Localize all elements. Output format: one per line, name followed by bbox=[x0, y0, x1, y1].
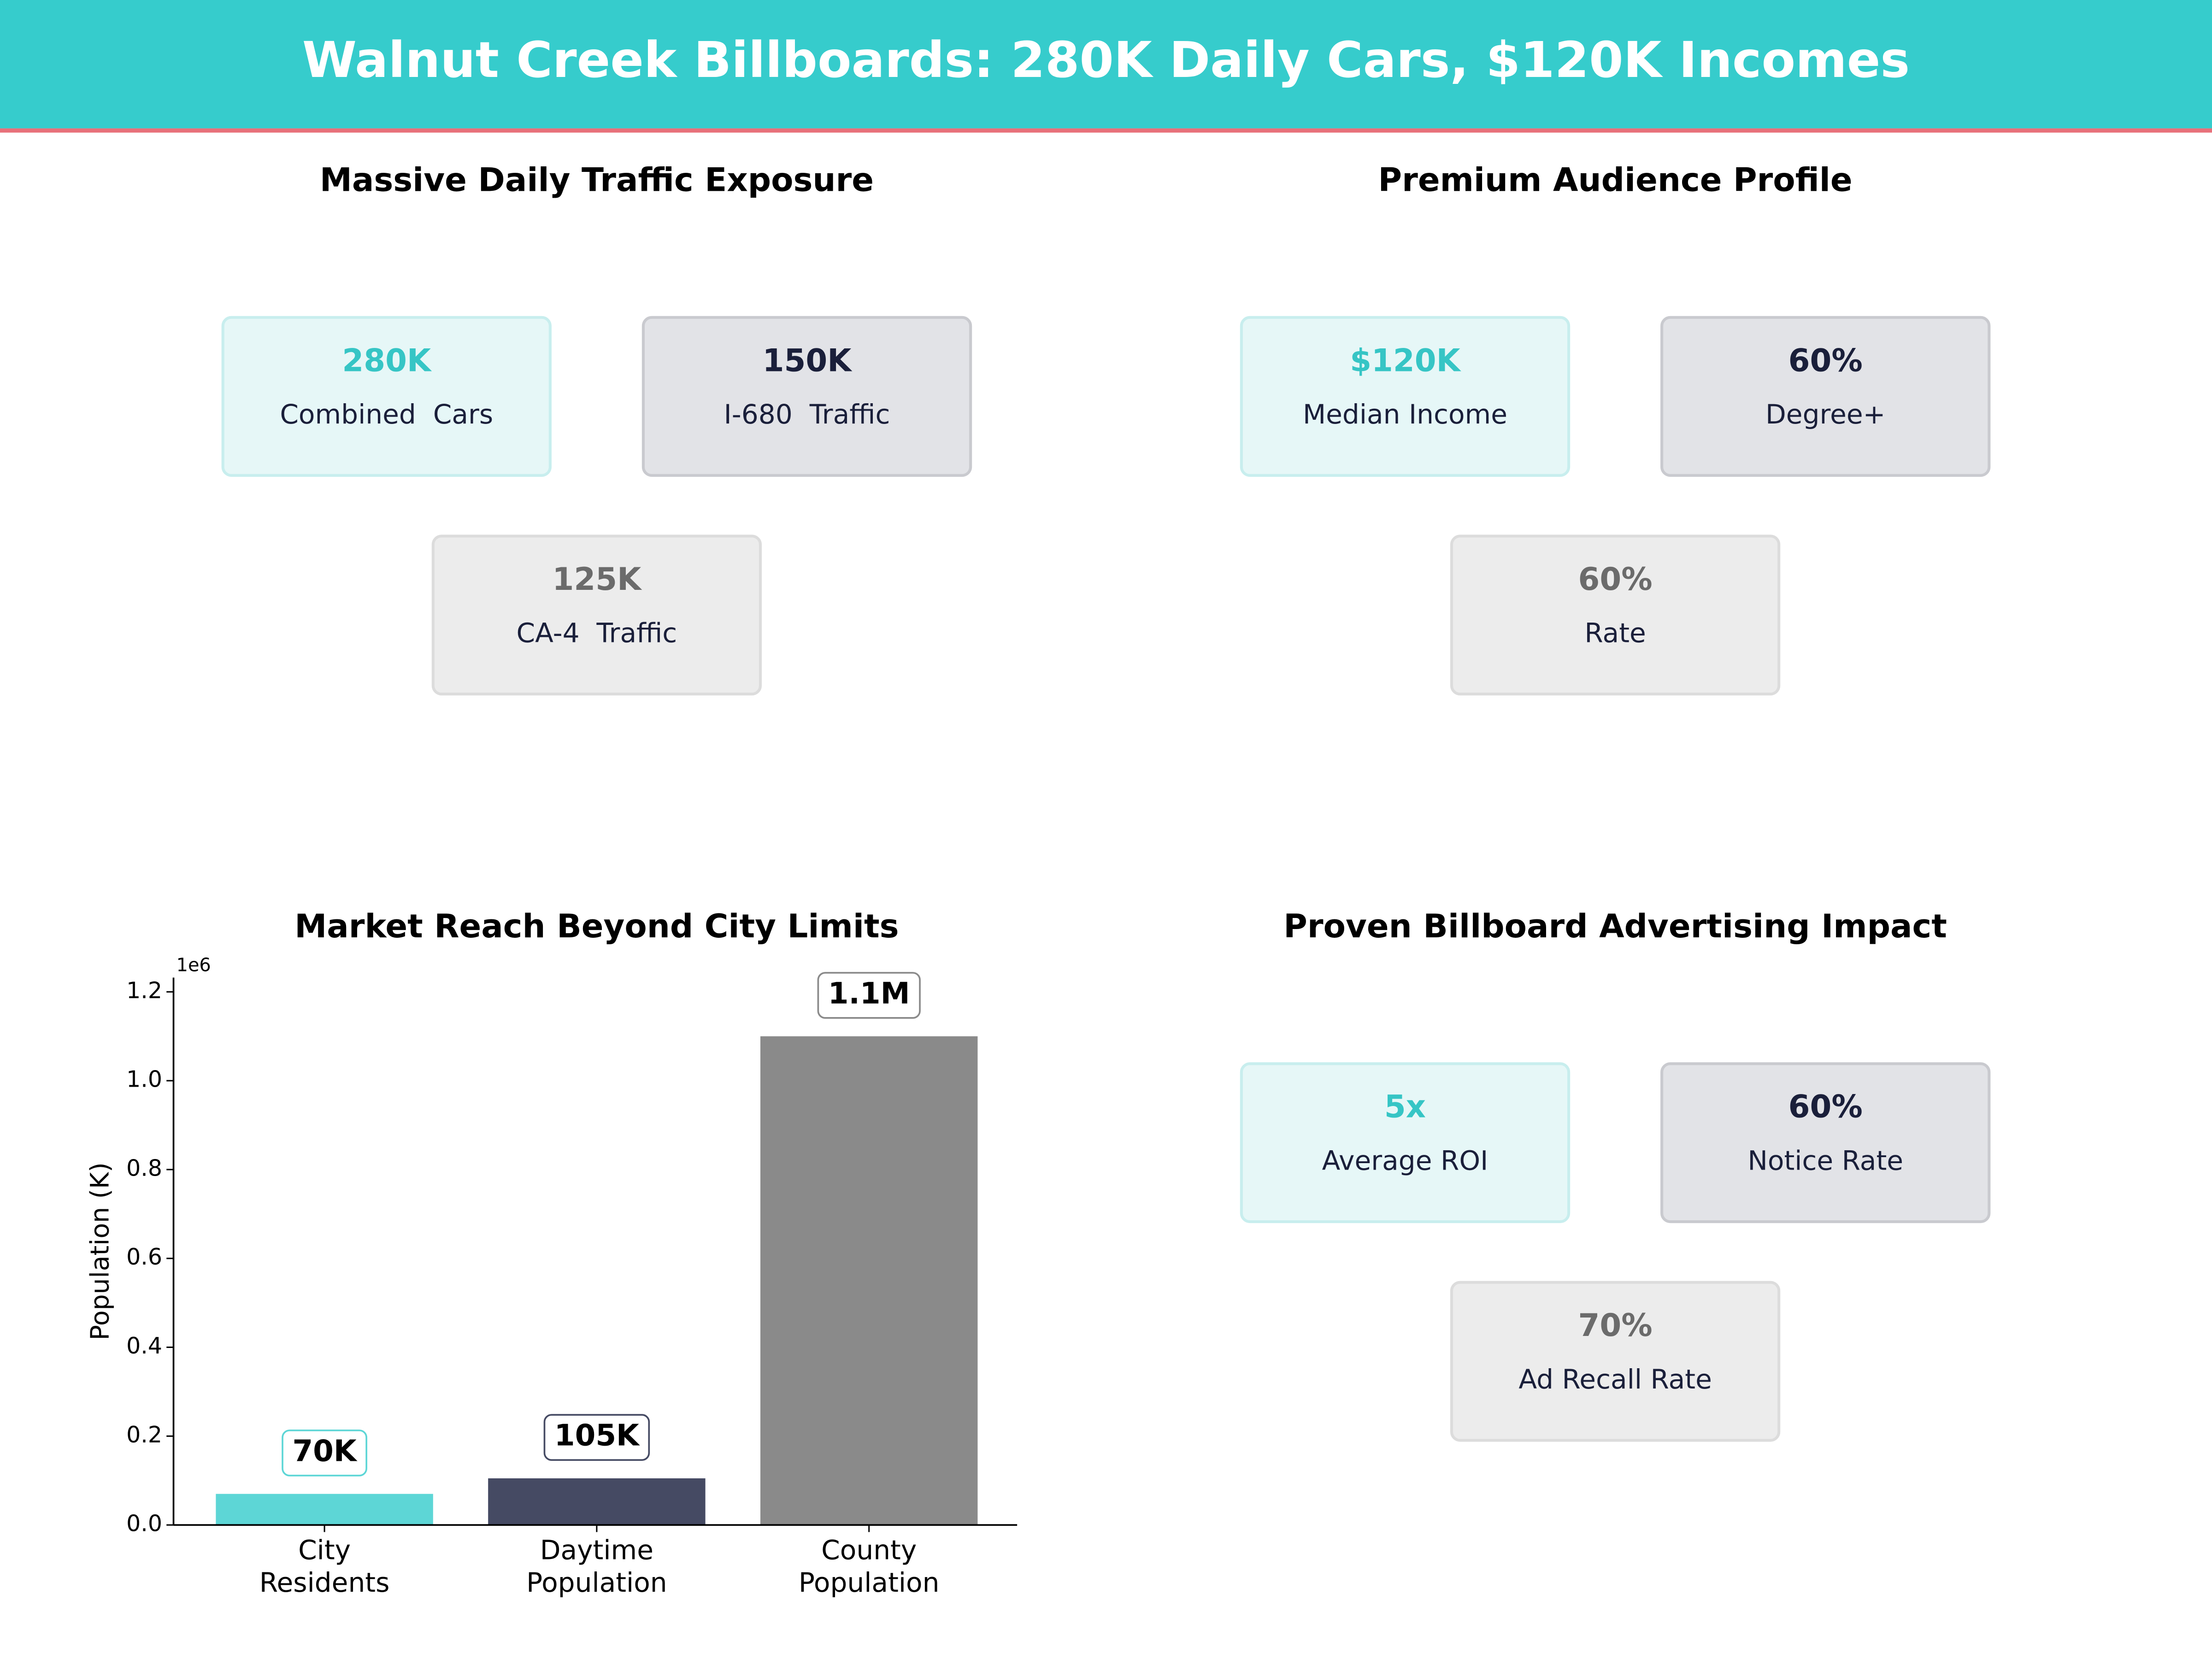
y-tick-label: 1.0 bbox=[126, 1066, 162, 1093]
value-label-box bbox=[543, 1414, 650, 1461]
kpi-label: Degree+ bbox=[1765, 399, 1885, 430]
bar bbox=[760, 1036, 978, 1525]
panel-title: Premium Audience Profile bbox=[1378, 161, 1853, 199]
kpi-card bbox=[1450, 535, 1781, 696]
kpi-value: 150K bbox=[763, 342, 853, 378]
value-label: 105K bbox=[554, 1418, 640, 1453]
y-tick-label: 0.2 bbox=[126, 1422, 162, 1448]
x-tick-label: City Residents bbox=[259, 1534, 390, 1598]
kpi-card bbox=[641, 316, 972, 477]
y-tick-label: 0.4 bbox=[126, 1333, 162, 1359]
y-tick-label: 0.0 bbox=[126, 1511, 162, 1537]
kpi-value: 70% bbox=[1578, 1307, 1653, 1343]
value-label-box bbox=[282, 1430, 367, 1477]
kpi-label: Average ROI bbox=[1322, 1145, 1488, 1177]
kpi-label: Median Income bbox=[1303, 399, 1507, 430]
kpi-value: 60% bbox=[1788, 1088, 1863, 1125]
bar bbox=[216, 1494, 433, 1525]
panel-title: Proven Billboard Advertising Impact bbox=[1283, 907, 1947, 945]
kpi-value: 125K bbox=[553, 561, 643, 597]
kpi-card bbox=[221, 316, 552, 477]
panel-title: Massive Daily Traffic Exposure bbox=[320, 161, 874, 199]
x-tick-label: County Population bbox=[799, 1534, 940, 1598]
y-tick-label: 1.2 bbox=[126, 977, 162, 1004]
value-label: 1.1M bbox=[828, 976, 910, 1011]
kpi-label: Rate bbox=[1584, 618, 1646, 649]
kpi-card bbox=[1240, 316, 1571, 477]
kpi-value: 5x bbox=[1384, 1088, 1426, 1125]
kpi-value: 60% bbox=[1578, 561, 1653, 597]
kpi-card bbox=[1660, 316, 1991, 477]
value-label-box bbox=[817, 972, 921, 1019]
kpi-label: I-680 Traffic bbox=[724, 399, 890, 430]
kpi-label: Ad Recall Rate bbox=[1518, 1364, 1712, 1395]
y-tick-label: 0.8 bbox=[126, 1155, 162, 1181]
kpi-value: $120K bbox=[1350, 342, 1461, 378]
bar bbox=[488, 1478, 706, 1525]
kpi-label: CA-4 Traffic bbox=[516, 618, 677, 649]
value-label: 70K bbox=[292, 1434, 357, 1468]
chart-title: Market Reach Beyond City Limits bbox=[294, 907, 899, 945]
x-tick-label: Daytime Population bbox=[526, 1534, 667, 1598]
header-bar bbox=[0, 0, 2212, 129]
y-tick-label: 0.6 bbox=[126, 1244, 162, 1270]
kpi-card bbox=[1450, 1281, 1781, 1442]
page-title: Walnut Creek Billboards: 280K Daily Cars… bbox=[302, 32, 1910, 89]
kpi-card bbox=[1660, 1062, 1991, 1224]
kpi-card bbox=[431, 535, 762, 696]
y-axis-label: Population (K) bbox=[85, 1162, 115, 1340]
y-offset-label: 1e6 bbox=[176, 954, 211, 976]
kpi-value: 60% bbox=[1788, 342, 1863, 378]
kpi-label: Combined Cars bbox=[280, 399, 493, 430]
kpi-card bbox=[1240, 1062, 1571, 1224]
kpi-label: Notice Rate bbox=[1747, 1145, 1903, 1177]
header-rule bbox=[0, 128, 2212, 133]
kpi-value: 280K bbox=[342, 342, 432, 378]
